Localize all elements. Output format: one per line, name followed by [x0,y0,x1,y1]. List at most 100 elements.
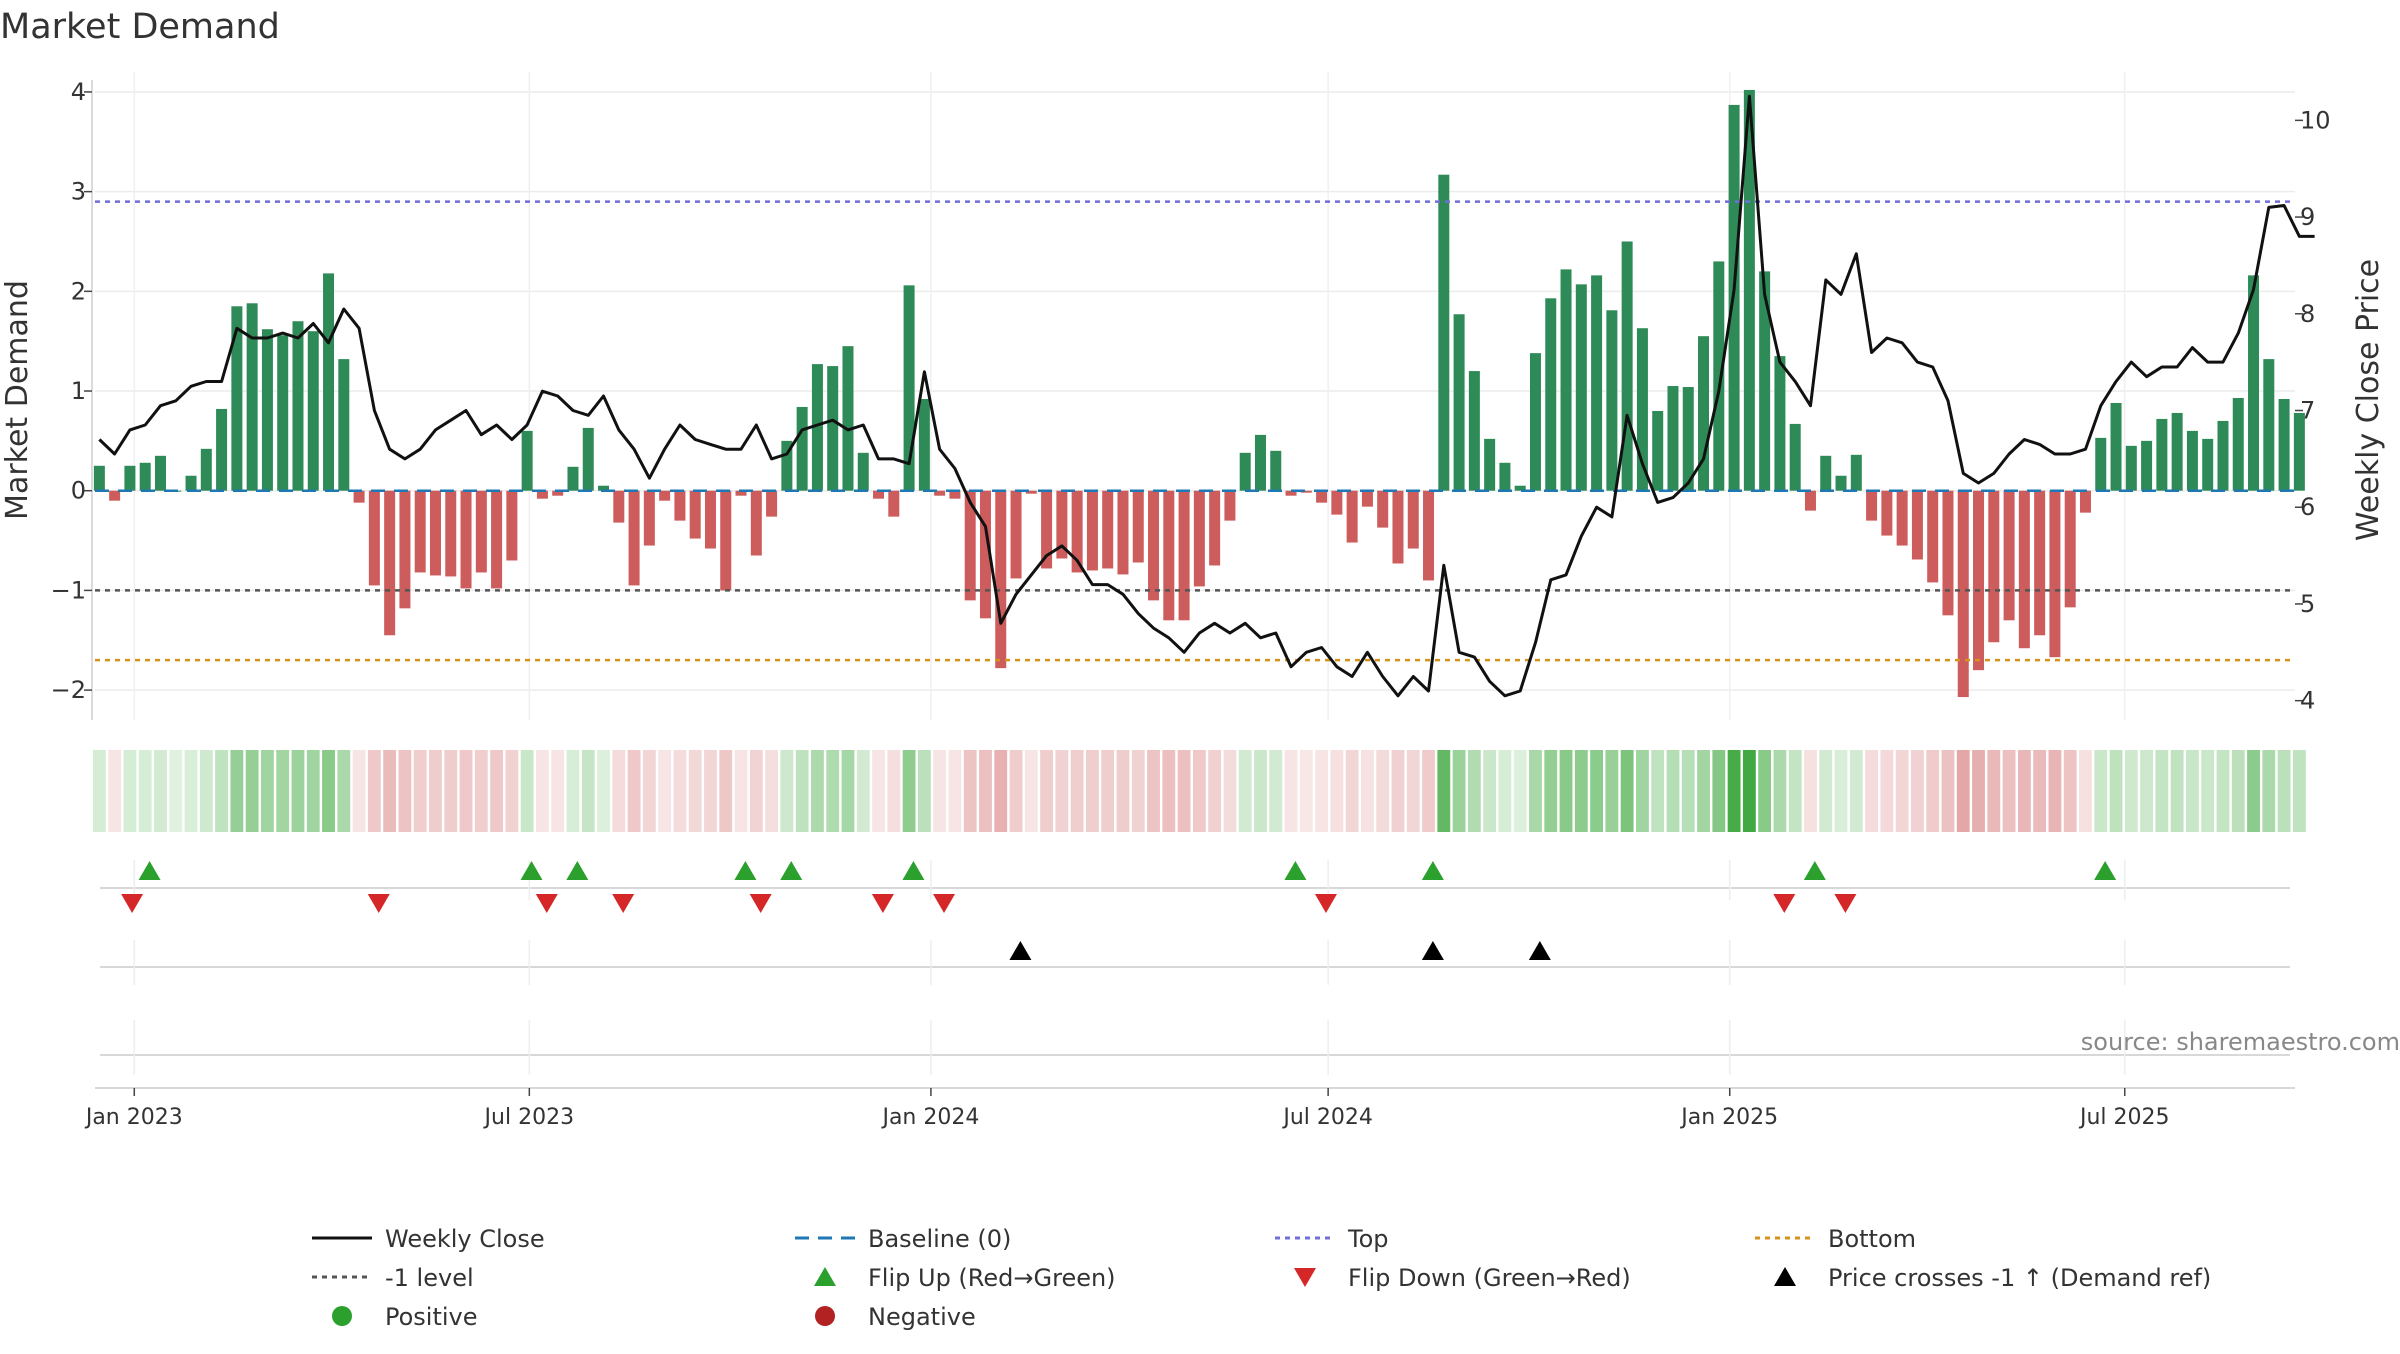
heat-cell-positive [2186,750,2199,832]
demand-bar-negative [1132,490,1144,563]
heat-cell-positive [169,750,183,832]
heat-cell-negative [1391,750,1405,832]
heat-cell-negative [413,750,427,832]
heat-cell-positive [2140,750,2154,832]
demand-bar-negative [1377,490,1389,528]
heat-cell-negative [948,750,962,832]
demand-bar-positive [811,364,823,491]
demand-bar-positive [1698,336,1710,491]
heat-cell-positive [581,750,595,832]
demand-bar-positive [292,321,304,491]
heat-cell-positive [1605,750,1619,832]
demand-bar-negative [1010,490,1022,579]
demand-bar-positive [1636,328,1648,491]
demand-bar-positive [1560,269,1572,491]
demand-bar-positive [154,455,166,491]
heat-cell-negative [887,750,901,832]
right-tick-label: 5 [2300,590,2315,618]
demand-bar-negative [750,490,762,556]
flip-down-marker [1834,894,1857,913]
heat-cell-positive [1269,750,1283,832]
heat-cell-negative [1880,750,1894,832]
heat-cell-positive [1666,750,1680,832]
heat-cell-negative [1024,750,1038,832]
legend-item: Price crosses -1 ↑ (Demand ref) [1774,1264,2211,1292]
heat-cell-negative [749,750,763,832]
heat-cell-positive [261,750,274,832]
price-line-layer [98,94,2315,698]
heat-cell-positive [566,750,580,832]
heat-cell-positive [2262,750,2276,832]
heat-cell-negative [490,750,504,832]
left-tick-label: 2 [71,277,86,305]
demand-bar-negative [949,490,961,499]
demand-bar-negative [720,490,732,591]
heat-cell-negative [398,750,412,832]
heat-cell-positive [1437,750,1451,832]
flip-up-marker [1803,861,1826,880]
heat-cell-negative [2017,750,2031,832]
heat-cell-positive [1788,750,1802,832]
demand-bar-positive [827,366,839,491]
demand-bar-positive [903,285,915,491]
demand-bar-positive [1682,387,1694,491]
heat-cell-positive [1636,750,1649,832]
demand-bar-negative [1117,490,1129,575]
right-tick-label: 7 [2300,397,2315,425]
demand-bar-negative [1316,490,1328,503]
demand-bar-negative [1056,490,1068,559]
chart-title: Market Demand [0,7,280,47]
demand-bar-positive [231,306,243,491]
heat-cell-negative [1361,750,1374,832]
heat-cell-negative [642,750,656,832]
demand-bar-negative [964,490,976,601]
heat-cell-negative [459,750,473,832]
demand-bar-negative [1102,490,1114,569]
demand-bar-positive [1820,455,1832,491]
heat-cell-negative [1131,750,1145,832]
right-tick-label: 4 [2300,687,2315,715]
demand-bar-positive [1606,310,1618,491]
demand-bar-negative [1423,490,1435,581]
heat-cell-positive [138,750,152,832]
demand-bar-negative [995,490,1007,669]
demand-bar-positive [582,427,594,491]
demand-bar-positive [1713,261,1725,491]
heat-cell-negative [1956,750,1970,832]
demand-bar-positive [2171,412,2183,491]
demand-bar-positive [1499,462,1511,491]
demand-bar-positive [261,329,273,491]
demand-bar-negative [888,490,900,517]
left-tick-label: −2 [51,676,86,704]
demand-bar-negative [1224,490,1236,521]
heat-cell-negative [551,750,565,832]
heat-cell-positive [1681,750,1695,832]
legend-item: Flip Down (Green→Red) [1294,1264,1631,1292]
demand-bar-positive [1835,475,1847,491]
demand-bar-positive [2202,438,2214,491]
heat-cell-positive [2247,750,2260,832]
legend-label: Bottom [1828,1225,1916,1253]
demand-bars [93,89,2305,698]
demand-bar-positive [1621,241,1633,491]
heat-cell-negative [383,750,397,832]
demand-bar-positive [1239,452,1251,491]
right-tick-label: 8 [2300,300,2315,328]
legend-item: Flip Up (Red→Green) [814,1264,1116,1292]
heat-cell-positive [1467,750,1481,832]
heat-cell-negative [1192,750,1206,832]
demand-bar-positive [2293,412,2305,491]
flip-down-marker [871,894,894,913]
heat-cell-positive [154,750,167,832]
legend-item: -1 level [312,1264,474,1292]
heat-cell-positive [1742,750,1756,832]
heat-cell-negative [108,750,122,832]
heat-cell-negative [1911,750,1924,832]
flip-up-marker [780,861,803,880]
heat-cell-negative [2033,750,2047,832]
right-tick-label: 6 [2300,493,2315,521]
demand-bar-positive [2095,437,2107,491]
legend-swatch-triangle-up [814,1267,836,1286]
demand-bar-positive [1774,356,1786,491]
demand-bar-positive [781,440,793,491]
